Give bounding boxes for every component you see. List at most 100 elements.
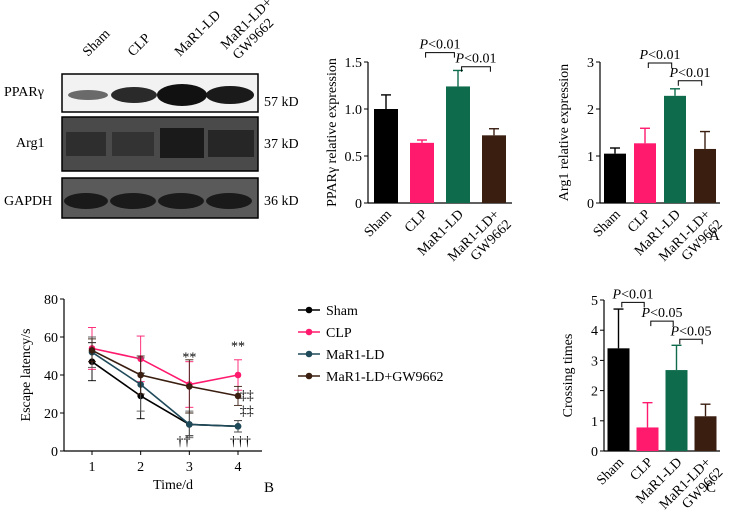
panel-label-c: C <box>706 480 716 496</box>
significance-marker: ††† <box>230 434 251 449</box>
y-axis-label: Crossing times <box>561 334 576 418</box>
data-point-mar1-ld-gw9662 <box>137 371 144 379</box>
significance-bracket <box>650 320 674 327</box>
lane-label-mar1-ld: MaR1-LD <box>172 8 224 60</box>
data-point-mar1-ld <box>186 421 193 428</box>
y-tick-label: 0 <box>355 197 362 212</box>
x-tick-label: 2 <box>137 460 144 475</box>
y-tick-label: 0 <box>591 445 598 460</box>
y-tick-label: 1 <box>587 150 594 165</box>
lane-label-sham: Sham <box>80 27 113 60</box>
y-tick-label: 0.5 <box>345 150 363 165</box>
y-tick-label: 0 <box>51 445 58 460</box>
blot-band-gapdh-mar1-ld <box>158 193 204 209</box>
blot-band-ppar-mar1-ld <box>157 84 207 106</box>
y-tick-label: 1.5 <box>345 56 363 71</box>
bar-sham <box>604 153 626 203</box>
panel-label-b: B <box>264 480 274 496</box>
significance-label: P<0.01 <box>612 287 654 302</box>
category-label: Sham <box>591 207 624 240</box>
y-tick-label: 5 <box>591 294 598 309</box>
x-axis-label: Time/d <box>153 478 193 493</box>
y-axis-label: Arg1 relative expression <box>557 64 572 201</box>
significance-marker: ** <box>182 351 196 366</box>
chart-escape-latency: 0 20 40 60 80 1 2 3 4 Time/d Escape latency/s Sham C… <box>19 293 444 493</box>
blot-row-label-ppar: PPARγ <box>4 85 44 100</box>
series-line-mar1-ld <box>91 351 239 428</box>
blot-size-gapdh: 36 kD <box>264 194 299 209</box>
significance-marker: ** <box>231 339 245 354</box>
significance-bracket <box>425 52 455 58</box>
bar-clp <box>410 142 434 203</box>
significance-bracket <box>461 66 491 72</box>
category-label: Sham <box>362 207 395 240</box>
significance-label: P<0.01 <box>455 52 497 67</box>
significance-label: P<0.05 <box>641 306 683 321</box>
bar-sham <box>607 348 630 451</box>
category-label: CLP <box>402 207 431 236</box>
western-blot-panel: Sham CLP MaR1-LD MaR1-LD+ GW9662 PPARγ A… <box>4 0 299 219</box>
significance-bracket <box>621 301 645 308</box>
y-tick-label: 20 <box>44 407 58 422</box>
y-tick-label: 60 <box>44 331 58 346</box>
legend-marker-clp <box>305 328 313 336</box>
y-tick-label: 2 <box>591 385 598 400</box>
bar-mar1-ld-gw9662 <box>694 416 717 451</box>
significance-label: P<0.01 <box>419 38 461 53</box>
y-tick-label: 3 <box>587 56 594 71</box>
data-point-clp <box>234 371 242 379</box>
blot-band-arg1-mar1-gw <box>208 130 254 157</box>
legend-label-clp: CLP <box>326 326 352 341</box>
legend-marker-mar1-ld <box>305 350 313 358</box>
y-tick-label: 4 <box>591 324 598 339</box>
y-tick-label: 1.0 <box>345 103 363 118</box>
bar-clp <box>636 427 659 451</box>
blot-band-arg1-clp <box>112 132 154 156</box>
legend-label-mar1-ld: MaR1-LD <box>326 348 384 363</box>
data-point-mar1-ld-gw9662 <box>234 392 242 400</box>
significance-marker: ‡‡ <box>240 389 254 404</box>
significance-label: P<0.05 <box>670 324 712 339</box>
y-tick-label: 80 <box>44 293 58 308</box>
blot-band-arg1-mar1-ld <box>160 128 204 158</box>
y-tick-label: 3 <box>591 354 598 369</box>
data-point-mar1-ld <box>234 423 242 430</box>
chart-ppar-expression: 0 0.5 1.0 1.5 PPARγ relative expression Sham C… <box>325 38 515 265</box>
significance-label: P<0.01 <box>639 48 681 63</box>
data-point-mar1-ld-gw9662 <box>88 347 96 354</box>
blot-size-arg1: 37 kD <box>264 137 299 152</box>
blot-row-label-arg1: Arg1 <box>16 136 45 151</box>
blot-band-gapdh-clp <box>110 193 156 209</box>
blot-row-label-gapdh: GAPDH <box>4 194 52 209</box>
y-tick-label: 1 <box>591 415 598 430</box>
panel-label-a: A <box>709 228 720 244</box>
x-tick-label: 4 <box>235 460 242 475</box>
bar-mar1-ld <box>664 95 686 203</box>
blot-band-ppar-sham <box>68 90 108 100</box>
bar-clp <box>634 143 656 203</box>
bar-mar1-ld <box>665 370 688 451</box>
significance-marker: ‡‡ <box>240 404 254 419</box>
bar-sham <box>374 109 398 203</box>
bar-mar1-ld-gw9662 <box>694 148 716 203</box>
category-label: Sham <box>594 455 627 488</box>
bar-mar1-ld <box>446 86 470 203</box>
significance-bracket <box>679 338 703 345</box>
series-line-mar1-ld-gw9662 <box>91 349 239 397</box>
series-line-clp <box>91 347 239 386</box>
blot-band-ppar-clp <box>111 87 157 103</box>
y-axis-label: Escape latency/s <box>19 329 34 422</box>
y-axis-label: PPARγ relative expression <box>325 58 340 207</box>
blot-band-ppar-mar1-gw <box>206 86 254 104</box>
significance-bracket <box>647 62 673 68</box>
blot-band-gapdh-sham <box>64 193 108 209</box>
significance-label: P<0.01 <box>669 66 711 81</box>
x-tick-label: 3 <box>186 460 193 475</box>
blot-band-gapdh-mar1-gw <box>206 193 252 209</box>
legend-label-mar1-ld-gw9662: MaR1-LD+GW9662 <box>326 370 444 385</box>
data-point-mar1-ld-gw9662 <box>186 383 193 390</box>
x-tick-label: 1 <box>89 460 96 475</box>
